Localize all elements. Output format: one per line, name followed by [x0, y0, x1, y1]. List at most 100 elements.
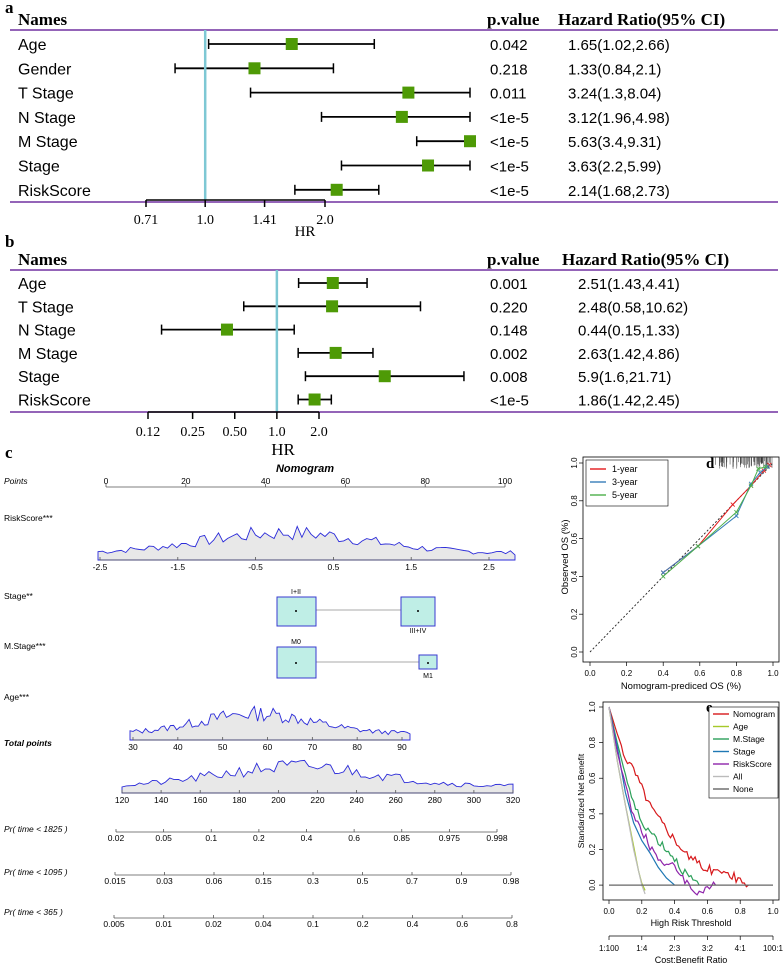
panel-label-b: b: [5, 232, 14, 251]
legend-label: M.Stage: [733, 734, 765, 744]
hr-marker: [422, 159, 435, 172]
row-name: N Stage: [18, 110, 76, 127]
forest-b-header: Names p.value Hazard Ratio(95% CI): [10, 250, 778, 271]
total-tick-label: 160: [193, 795, 207, 805]
age-tick-label: 70: [308, 742, 318, 752]
x-tick-label: 0.2: [636, 907, 648, 916]
pr-1095-tick-label: 0.5: [357, 876, 369, 886]
pr-1095-tick-label: 0.03: [156, 876, 173, 886]
pr-1825-tick-label: 0.85: [393, 833, 410, 843]
x-tick-label: 0.25: [180, 425, 205, 440]
riskscore-tick-label: 2.5: [483, 562, 495, 572]
plot-frame: [582, 456, 780, 663]
row-name: M Stage: [18, 134, 78, 151]
x-tick-label: 0.8: [735, 907, 747, 916]
total-tick-label: 200: [271, 795, 285, 805]
x-tick-label: 2.0: [316, 213, 334, 228]
age-label: Age***: [4, 692, 30, 702]
row-hazard-ratio: 1.65(1.02,2.66): [568, 37, 670, 54]
legend-box: [708, 706, 779, 799]
total-density: [121, 759, 514, 794]
hr-marker: [285, 38, 298, 50]
hr-marker: [378, 370, 391, 383]
row-pvalue: 0.220: [490, 299, 528, 316]
age-tick-label: 40: [173, 742, 183, 752]
pr-365-tick-label: 0.01: [155, 919, 172, 929]
y-tick-label: 0.0: [570, 646, 579, 658]
x2-axis-title: Cost:Benefit Ratio: [655, 955, 728, 965]
series-line: [608, 706, 646, 895]
row-pvalue: <1e-5: [490, 393, 529, 410]
riskscore-tick-label: 0.5: [327, 562, 339, 572]
x-axis-title: HR: [295, 224, 316, 240]
x-tick-label: 1.0: [196, 213, 214, 228]
y-tick-label: 0.0: [588, 879, 597, 891]
series-line: [608, 706, 675, 886]
stage-level-label: I+II: [291, 589, 301, 596]
y-tick-label: 1.0: [570, 457, 579, 469]
riskscore-density: [97, 525, 516, 561]
hr-marker: [220, 323, 233, 336]
total-tick-label: 320: [506, 795, 520, 805]
hr-marker: [248, 62, 261, 75]
x-tick-label: 0.50: [222, 425, 247, 440]
row-name: Stage: [18, 369, 60, 386]
legend-box: [585, 459, 669, 507]
x2-tick-label: 100:1: [763, 944, 784, 953]
x-tick-label: 1.0: [268, 425, 286, 440]
row-hazard-ratio: 2.48(0.58,10.62): [578, 299, 688, 316]
row-pvalue: 0.042: [490, 37, 528, 54]
row-name: Gender: [18, 61, 72, 78]
row-pvalue: 0.011: [490, 86, 526, 103]
total-tick-label: 140: [154, 795, 168, 805]
hr-marker: [402, 86, 415, 99]
forest-plot-b: Age 0.001 2.51(1.43,4.41) T Stage 0.220 2.48(…: [10, 270, 778, 459]
x-tick-label: 1.0: [767, 907, 779, 916]
y-tick-label: 0.2: [588, 843, 597, 855]
series-point: [730, 502, 736, 507]
legend-label: None: [733, 784, 754, 794]
points-tick-label: 0: [104, 476, 109, 486]
row-name: T Stage: [18, 86, 74, 103]
y-tick-label: 0.4: [588, 808, 597, 820]
panel-label-c: c: [5, 443, 13, 462]
legend-label: All: [733, 772, 743, 782]
mstage-dot: [427, 662, 429, 664]
x2-tick-label: 2:3: [669, 944, 681, 953]
row-name: RiskScore: [18, 393, 91, 410]
pr-365-tick-label: 0.4: [407, 919, 419, 929]
total-tick-label: 220: [310, 795, 324, 805]
series-point: [756, 466, 761, 471]
y-axis-title: Observed OS (%): [560, 520, 571, 595]
forest-plot-a: Age 0.042 1.65(1.02,2.66) Gender 0.218 1.33(0…: [10, 30, 778, 240]
riskscore-tick-label: -1.5: [170, 562, 185, 572]
pr-365-tick-label: 0.02: [205, 919, 222, 929]
header-hazard-ratio: Hazard Ratio(95% CI): [558, 10, 725, 29]
row-hazard-ratio: 3.24(1.3,8.04): [568, 86, 661, 103]
panel-label-d: d: [706, 456, 715, 472]
x-tick-label: 0.4: [658, 669, 670, 678]
y-tick-label: 1.0: [588, 701, 597, 713]
header-hazard-ratio: Hazard Ratio(95% CI): [562, 250, 729, 269]
pr-1825-tick-label: 0.4: [301, 833, 313, 843]
y-tick-label: 0.8: [570, 495, 579, 507]
series-point: [748, 483, 754, 488]
age-tick-label: 60: [263, 742, 273, 752]
pr-1825-tick-label: 0.05: [155, 833, 172, 843]
stage-dot: [417, 610, 419, 612]
pr-1825-tick-label: 0.975: [439, 833, 461, 843]
hr-marker: [329, 346, 342, 359]
row-name: RiskScore: [18, 183, 91, 200]
x2-tick-label: 3:2: [702, 944, 714, 953]
header-names: Names: [18, 250, 67, 269]
hr-marker: [464, 135, 476, 148]
total-tick-label: 260: [389, 795, 403, 805]
x-tick-label: 0.4: [669, 907, 681, 916]
x2-tick-label: 1:4: [636, 944, 648, 953]
riskscore-tick-label: -0.5: [248, 562, 263, 572]
legend-label: 3-year: [612, 477, 638, 487]
legend-label: Stage: [733, 747, 755, 757]
series-point: [660, 570, 666, 575]
calibration-plot: 0.0 0.2 0.4 0.6 0.8 1.0 0.0 0.2 0.4 0.6 0.8 1.0 Nomo…: [560, 456, 780, 692]
